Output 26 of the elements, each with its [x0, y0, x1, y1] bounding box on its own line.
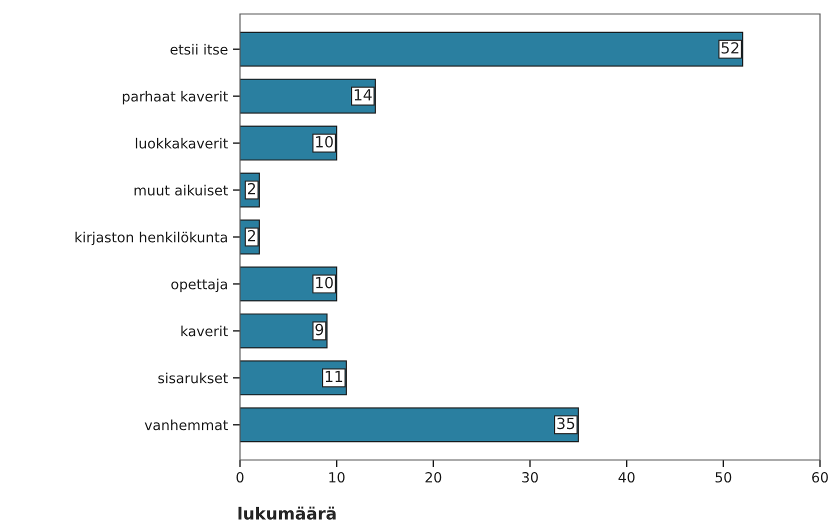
data-label: 52 [722, 42, 738, 54]
x-tick-label: 20 [426, 472, 442, 483]
y-tick-label: luokkakaverit [136, 138, 228, 149]
y-tick-label: muut aikuiset [134, 184, 228, 196]
x-axis-title: lukumäärä [238, 506, 336, 520]
data-label: 2 [248, 182, 256, 194]
data-label: 14 [354, 89, 372, 100]
y-tick-label: sisarukset [158, 372, 228, 384]
data-label: 10 [316, 276, 333, 288]
y-tick-label: etsii itse [170, 44, 228, 55]
y-tick-label: parhaat kaverit [122, 90, 228, 104]
data-label: 9 [315, 324, 324, 336]
x-tick-label: 60 [812, 472, 828, 483]
data-label: 10 [316, 136, 333, 148]
y-tick-label: kirjaston henkilökunta [76, 232, 227, 246]
y-tick-label: opettaja [171, 278, 227, 292]
x-tick-label: 30 [522, 472, 538, 483]
data-label: 35 [557, 418, 574, 430]
y-tick-label: kaverit [181, 326, 228, 336]
x-tick-label: 50 [716, 472, 732, 483]
data-label: 11 [326, 370, 342, 382]
y-tick-label: vanhemmat [144, 420, 228, 430]
x-tick-label: 40 [618, 472, 635, 483]
data-label: 2 [248, 230, 256, 242]
x-tick-label: 0 [236, 472, 244, 483]
x-tick-label: 10 [329, 472, 345, 483]
